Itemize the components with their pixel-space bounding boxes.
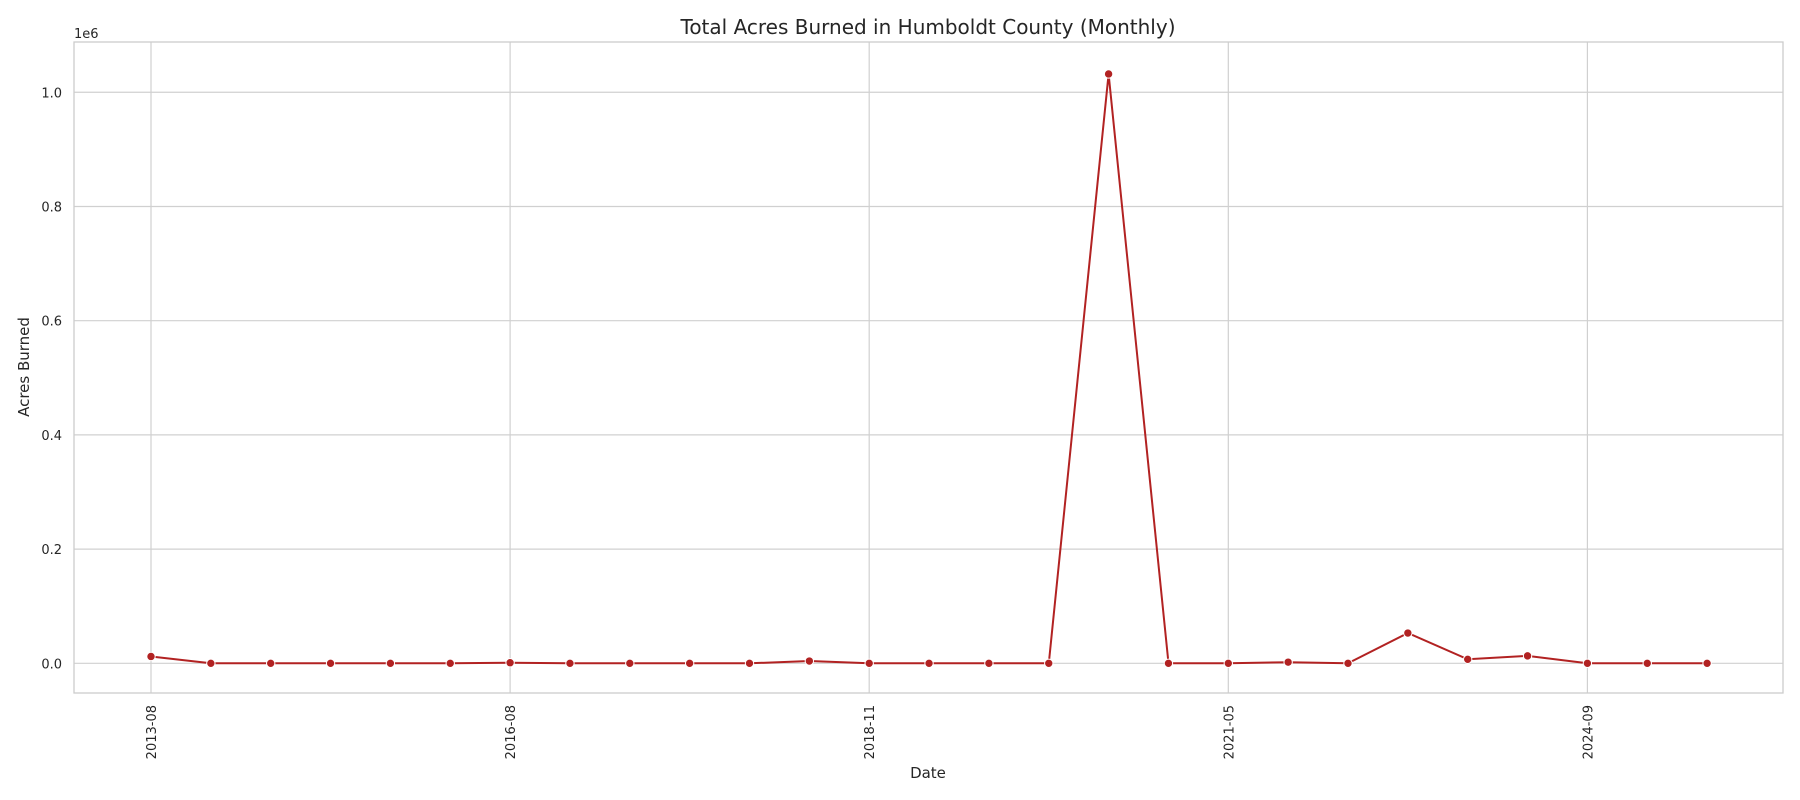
- data-point: [1522, 651, 1533, 661]
- data-point: [804, 656, 815, 666]
- x-tick-label: 2024-09: [1581, 705, 1596, 759]
- data-point: [1044, 658, 1054, 669]
- data-points: [146, 69, 1712, 669]
- data-point: [385, 658, 396, 669]
- chart-title: Total Acres Burned in Humboldt County (M…: [680, 15, 1176, 39]
- y-tick-label: 0.4: [41, 429, 62, 444]
- data-point: [744, 658, 755, 669]
- y-axis-multiplier: 1e6: [74, 27, 99, 42]
- x-axis-label: Date: [910, 764, 946, 782]
- y-tick-label: 0.0: [41, 657, 62, 672]
- plot-area-frame: [73, 41, 1784, 694]
- data-point: [206, 658, 216, 669]
- data-point: [684, 658, 695, 669]
- data-point: [924, 658, 934, 669]
- data-point: [1702, 658, 1712, 669]
- data-point: [1403, 628, 1413, 638]
- data-point: [325, 658, 336, 669]
- data-point: [984, 658, 994, 669]
- y-axis-label: Acres Burned: [15, 317, 33, 417]
- data-point: [625, 658, 635, 669]
- data-point: [1103, 69, 1114, 79]
- x-tick-label: 2016-08: [504, 705, 519, 759]
- y-tick-label: 1.0: [41, 86, 62, 101]
- x-tick-label: 2013-08: [145, 705, 160, 759]
- y-axis-ticks: 0.0 0.2 0.4 0.6 0.8 1.0: [41, 86, 62, 672]
- data-point: [445, 658, 455, 669]
- data-point: [1463, 654, 1473, 665]
- data-point: [146, 651, 156, 662]
- data-point: [864, 658, 874, 669]
- series-line: [150, 73, 1708, 665]
- x-tick-label: 2018-11: [863, 705, 878, 759]
- y-tick-label: 0.6: [41, 315, 62, 330]
- y-tick-label: 0.8: [41, 200, 62, 215]
- data-point: [505, 658, 515, 668]
- data-point: [1642, 658, 1652, 669]
- data-point: [1582, 658, 1593, 669]
- grid: [74, 42, 1783, 693]
- data-point: [1223, 658, 1234, 669]
- data-point: [565, 658, 575, 669]
- data-point: [1163, 658, 1174, 669]
- data-point: [266, 658, 276, 669]
- data-point: [1283, 657, 1293, 667]
- x-axis-ticks: 2013-08 2016-08 2018-11 2021-05 2024-09: [145, 705, 1596, 759]
- x-tick-label: 2021-05: [1222, 705, 1237, 759]
- data-point: [1343, 658, 1353, 669]
- y-tick-label: 0.2: [41, 543, 62, 558]
